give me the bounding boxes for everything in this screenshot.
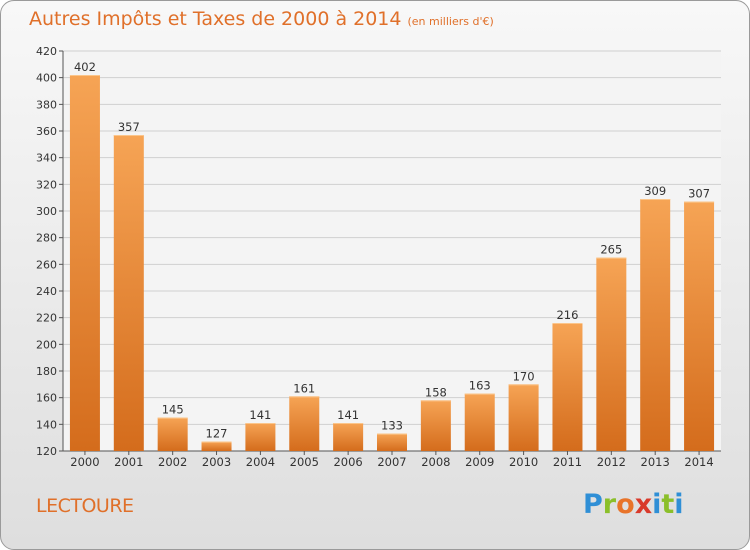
bar-2004	[245, 423, 276, 451]
bar-2009	[464, 393, 495, 451]
data-label-2014: 307	[688, 187, 710, 201]
y-tick-label: 300	[36, 205, 57, 218]
x-tick-label-2005: 2005	[290, 455, 319, 469]
bar-2010	[508, 384, 539, 451]
logo-letter: i	[652, 489, 662, 520]
x-tick-label-2013: 2013	[641, 455, 670, 469]
data-label-2009: 163	[469, 379, 491, 393]
data-label-2012: 265	[600, 243, 622, 257]
data-label-2003: 127	[206, 427, 228, 441]
bar-2007	[377, 433, 407, 451]
y-tick-label: 200	[36, 338, 57, 351]
x-tick-label-2009: 2009	[465, 455, 494, 469]
proxiti-logo[interactable]: Proxiti	[583, 489, 684, 520]
bar-2005	[289, 396, 320, 451]
y-tick-label: 420	[36, 45, 57, 58]
commune-name: LECTOURE	[36, 495, 134, 517]
data-label-2000: 402	[74, 60, 96, 74]
logo-letter: i	[674, 489, 684, 520]
y-tick-label: 360	[36, 125, 57, 138]
data-label-2001: 357	[118, 120, 140, 134]
y-tick-label: 140	[36, 418, 57, 431]
logo-letter: r	[602, 489, 617, 520]
x-tick-label-2000: 2000	[70, 455, 99, 469]
y-tick-label: 180	[36, 365, 57, 378]
data-label-2004: 141	[249, 408, 271, 422]
y-tick-label: 380	[36, 98, 57, 111]
x-tick-label-2006: 2006	[333, 455, 362, 469]
bar-2001	[113, 135, 144, 451]
x-tick-label-2007: 2007	[377, 455, 406, 469]
bar-2011	[552, 323, 583, 451]
y-tick-label: 160	[36, 392, 57, 405]
y-tick-label: 120	[36, 445, 57, 458]
chart-title: Autres Impôts et Taxes de 2000 à 2014 (en…	[29, 8, 494, 30]
bar-2008	[420, 400, 451, 451]
data-label-2007: 133	[381, 419, 403, 433]
y-tick-label: 340	[36, 152, 57, 165]
logo-letter: x	[634, 489, 653, 520]
y-tick-label: 220	[36, 312, 57, 325]
x-tick-label-2001: 2001	[114, 455, 143, 469]
x-tick-label-2011: 2011	[553, 455, 582, 469]
y-tick-label: 320	[36, 178, 57, 191]
bar-2003	[201, 441, 232, 451]
data-label-2008: 158	[425, 385, 447, 399]
x-tick-label-2002: 2002	[158, 455, 187, 469]
y-tick-label: 280	[36, 232, 57, 245]
x-tick-label-2003: 2003	[202, 455, 231, 469]
x-tick-label-2008: 2008	[421, 455, 450, 469]
y-tick-label: 260	[36, 258, 57, 271]
bar-2014	[684, 201, 715, 451]
bar-2012	[596, 257, 627, 451]
x-tick-label-2004: 2004	[246, 455, 275, 469]
data-label-2010: 170	[513, 369, 535, 383]
logo-letter: t	[661, 489, 675, 520]
y-tick-label: 240	[36, 285, 57, 298]
chart-subtitle: (en milliers d'€)	[407, 15, 494, 28]
bar-2013	[640, 199, 671, 451]
logo-letter: P	[583, 489, 603, 520]
y-tick-label: 400	[36, 72, 57, 85]
data-label-2002: 145	[162, 403, 184, 417]
data-label-2011: 216	[556, 308, 578, 322]
data-label-2005: 161	[293, 381, 315, 395]
bar-2000	[69, 75, 100, 451]
chart-title-text: Autres Impôts et Taxes de 2000 à 2014	[29, 8, 402, 30]
logo-letter: o	[616, 489, 635, 520]
bar-2006	[333, 423, 364, 451]
x-tick-label-2012: 2012	[597, 455, 626, 469]
x-tick-label-2010: 2010	[509, 455, 538, 469]
x-tick-label-2014: 2014	[684, 455, 713, 469]
data-label-2013: 309	[644, 184, 666, 198]
data-label-2006: 141	[337, 408, 359, 422]
bar-2002	[157, 417, 188, 451]
